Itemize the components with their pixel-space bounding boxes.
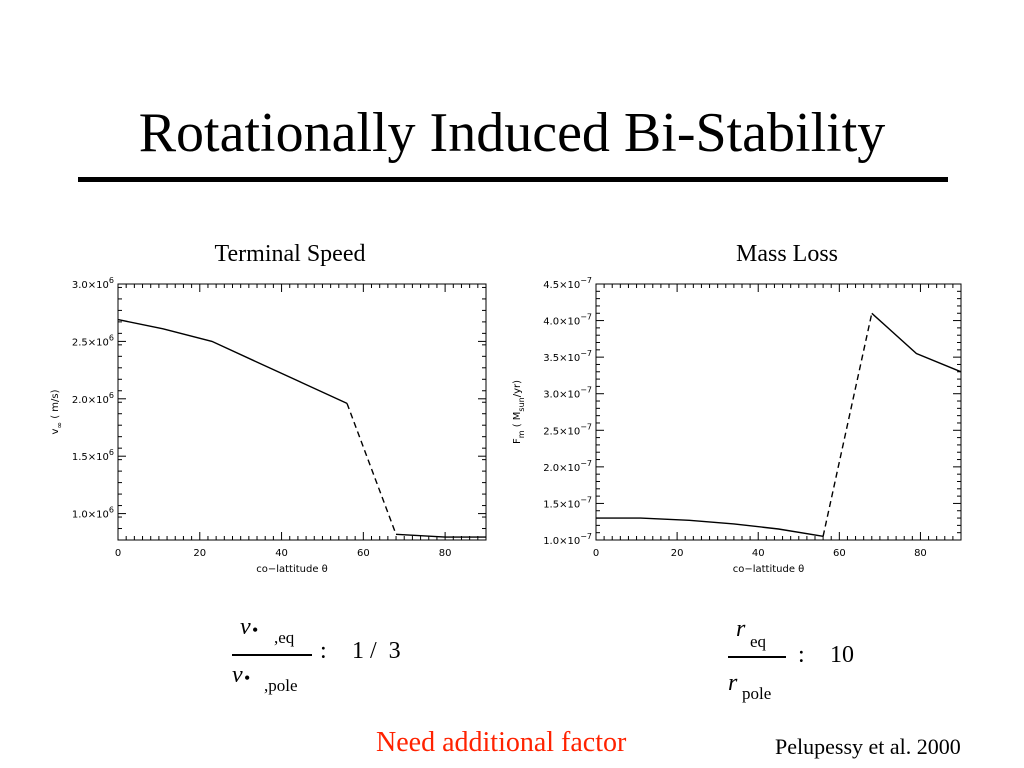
x-tick-label: 80: [439, 548, 452, 559]
radius-ratio-relation: :: [798, 642, 805, 668]
y-tick-label: 1.5×10−7: [543, 495, 592, 510]
y-tick-label: 3.0×10−7: [543, 386, 592, 401]
x-tick-label: 80: [914, 548, 927, 559]
speed-ratio-fraction-bar: [232, 654, 312, 656]
series-line-solid: [871, 312, 962, 373]
y-axis-label: Fm ( Msun/yr): [512, 380, 526, 444]
speed-ratio-denominator-var: v: [232, 662, 243, 688]
x-tick-label: 0: [115, 548, 121, 559]
chart-title-mass-loss: Mass Loss: [735, 241, 838, 267]
radius-ratio-fraction: r eq r pole : 10: [724, 614, 904, 706]
x-axis-label: co−lattitude θ: [733, 564, 805, 575]
y-tick-label: 3.0×106: [72, 276, 114, 291]
series-line-solid: [395, 533, 486, 538]
y-tick-label: 1.0×106: [72, 506, 114, 521]
x-tick-label: 60: [833, 548, 846, 559]
x-tick-label: 20: [671, 548, 684, 559]
y-tick-label: 2.5×106: [72, 333, 114, 348]
y-tick-label: 2.0×10−7: [543, 459, 592, 474]
additional-factor-note: Need additional factor: [376, 727, 627, 758]
radius-ratio-value: 10: [830, 642, 854, 668]
chart-title-terminal-speed: Terminal Speed: [214, 241, 366, 267]
radius-ratio-numerator-var: r: [736, 616, 746, 642]
speed-ratio-denominator-sub: ,pole: [264, 676, 298, 695]
plot-frame: [595, 283, 962, 541]
x-axis-label: co−lattitude θ: [256, 564, 328, 575]
series-line-dashed: [346, 403, 397, 535]
title-underline: [78, 177, 948, 182]
x-tick-label: 40: [275, 548, 288, 559]
x-tick-label: 60: [357, 548, 370, 559]
speed-ratio-numerator-sub: ,eq: [274, 628, 295, 647]
y-tick-label: 3.5×10−7: [543, 349, 592, 364]
radius-ratio-denominator-sub: pole: [742, 684, 772, 703]
y-tick-label: 1.5×106: [72, 448, 114, 463]
x-tick-label: 0: [593, 548, 599, 559]
citation: Pelupessy et al. 2000: [775, 734, 961, 759]
plot-frame: [117, 283, 487, 541]
y-tick-label: 4.5×10−7: [543, 276, 592, 291]
speed-ratio-value: 1 / 3: [352, 638, 401, 664]
y-axis-label: v∞ ( m/s): [50, 389, 64, 434]
y-tick-label: 2.0×106: [72, 391, 114, 406]
terminal-speed-chart: 0 20 40 60 80 1.0×106 1.5×106 2.0×106 2.5×106 3.0…: [50, 276, 487, 575]
speed-ratio-relation: :: [320, 638, 327, 664]
x-tick-label: 20: [193, 548, 206, 559]
radius-ratio-numerator-sub: eq: [750, 632, 767, 651]
radius-ratio-denominator-var: r: [728, 670, 738, 696]
series-line-solid: [117, 318, 348, 405]
speed-ratio-denominator-dot: •: [244, 668, 251, 688]
x-tick-label: 40: [752, 548, 765, 559]
slide-title: Rotationally Induced Bi-Stability: [138, 102, 886, 164]
speed-ratio-fraction: v • ,eq v • ,pole : 1 / 3: [228, 612, 468, 702]
series-line-solid: [596, 517, 824, 537]
y-tick-label: 4.0×10−7: [543, 313, 592, 328]
speed-ratio-numerator-var: v: [240, 614, 251, 640]
series-line-dashed: [822, 313, 873, 537]
mass-loss-chart: 0 20 40 60 80 1.0×10−7 1.5×10−7 2.0×10−7 2.5×10−…: [512, 276, 962, 575]
y-tick-label: 1.0×10−7: [543, 532, 592, 547]
y-tick-label: 2.5×10−7: [543, 422, 592, 437]
speed-ratio-numerator-dot: •: [252, 620, 259, 640]
radius-ratio-fraction-bar: [728, 656, 786, 658]
